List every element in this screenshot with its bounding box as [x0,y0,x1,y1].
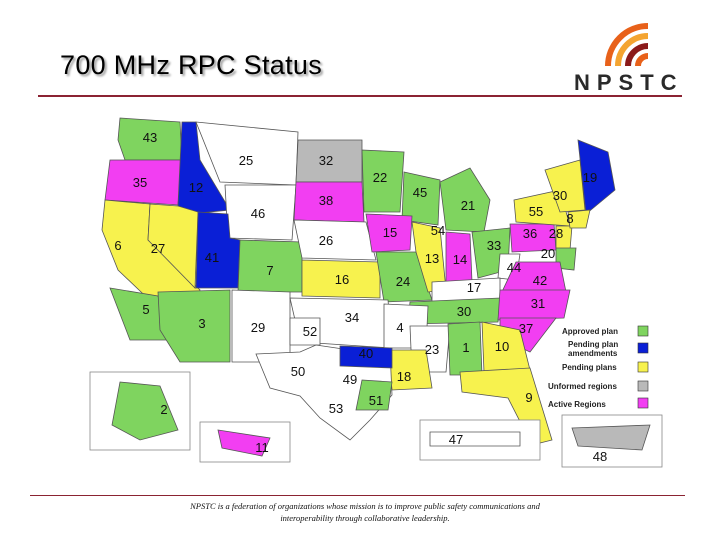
legend-item-unformed: Unformed regions [548,380,649,392]
region-label-23: 23 [425,342,439,357]
region-31-shape [497,289,571,321]
region-label-29: 29 [251,320,265,335]
region-label-21: 21 [461,198,475,213]
region-label-52: 52 [303,324,317,339]
svg-text:Unformed regions: Unformed regions [548,382,617,391]
region-label-47: 47 [449,432,463,447]
region-47-shape [429,431,521,447]
footer-mission-text: NPSTC is a federation of organizations w… [190,501,540,523]
region-label-10: 10 [495,339,509,354]
region-label-36: 36 [523,226,537,241]
region-label-35: 35 [133,175,147,190]
region-label-24: 24 [396,274,410,289]
region-label-27: 27 [151,241,165,256]
region-30-ne-shape [544,159,586,213]
region-15-shape [365,213,413,253]
region-label-7: 7 [266,263,273,278]
region-label-2: 2 [160,402,167,417]
region-label-25: 25 [239,153,253,168]
region-label-40: 40 [359,346,373,361]
region-21-shape [439,167,491,233]
npstc-logo-icon [605,23,649,67]
title-divider [38,95,682,97]
svg-text:Active Regions: Active Regions [548,400,606,409]
footer-divider [30,495,685,496]
region-label-20: 20 [541,246,555,261]
region-26-shape [293,219,377,261]
logo-text: NPSTC [574,70,684,95]
legend-item-amend: Pending plan amendments [568,340,649,358]
region-label-22: 22 [373,170,387,185]
region-8-shape [567,209,591,229]
region-16-shape [301,259,381,299]
region-51-shape [355,379,393,411]
region-label-6: 6 [114,238,121,253]
region-48-shape [571,424,651,451]
region-label-48: 48 [593,449,607,464]
region-2-shape [111,381,179,441]
region-40-shape [339,345,393,369]
page-title: 700 MHz RPC Status [60,50,322,80]
region-label-34: 34 [345,310,359,325]
region-45-shape [401,171,441,226]
region-label-14: 14 [453,252,467,267]
region-label-51: 51 [369,393,383,408]
region-52-shape [289,317,321,346]
region-label-49: 49 [343,372,357,387]
region-label-42: 42 [533,273,547,288]
region-label-33: 33 [487,238,501,253]
region-label-30: 30 [457,304,471,319]
region-label-26: 26 [319,233,333,248]
region-label-19: 19 [583,170,597,185]
region-label-31: 31 [531,296,545,311]
region-label-41: 41 [205,250,219,265]
region-label-3: 3 [198,316,205,331]
region-20-shape [555,247,577,271]
svg-text:Pending plans: Pending plans [562,363,617,372]
region-label-46: 46 [251,206,265,221]
svg-text:Pending plan: Pending plan [568,340,618,349]
svg-text:amendments: amendments [568,349,618,358]
region-label-11: 11 [255,440,269,455]
region-label-15: 15 [383,225,397,240]
region-label-4: 4 [396,320,403,335]
region-19-shape [577,139,616,215]
region-label-37: 37 [519,321,533,336]
region-22-shape [361,149,405,213]
region-27-nv-shape [147,203,199,289]
region-label-28: 28 [549,226,563,241]
region-label-54: 54 [431,223,445,238]
region-label-32: 32 [319,153,333,168]
region-label-9: 9 [525,390,532,405]
region-label-5: 5 [142,302,149,317]
legend-item-active: Active Regions [548,397,649,409]
region-label-18: 18 [397,369,411,384]
region-label-16: 16 [335,272,349,287]
region-label-12: 12 [189,180,203,195]
region-label-43: 43 [143,130,157,145]
legend-item-pending: Pending plans [562,361,649,373]
legend: Approved plan Pending plan amendments Pe… [548,325,649,409]
region-label-55: 55 [529,204,543,219]
region-label-17: 17 [467,280,481,295]
region-label-53: 53 [329,401,343,416]
region-label-1: 1 [462,340,469,355]
svg-text:Approved plan: Approved plan [562,327,618,336]
region-3-shape [157,289,231,363]
region-label-8: 8 [566,211,573,226]
region-label-30: 30 [553,188,567,203]
region-label-50: 50 [291,364,305,379]
legend-item-approved: Approved plan [562,325,649,337]
region-label-13: 13 [425,251,439,266]
region-11-shape [217,429,271,457]
region-label-38: 38 [319,193,333,208]
region-label-44: 44 [507,260,521,275]
region-label-45: 45 [413,185,427,200]
